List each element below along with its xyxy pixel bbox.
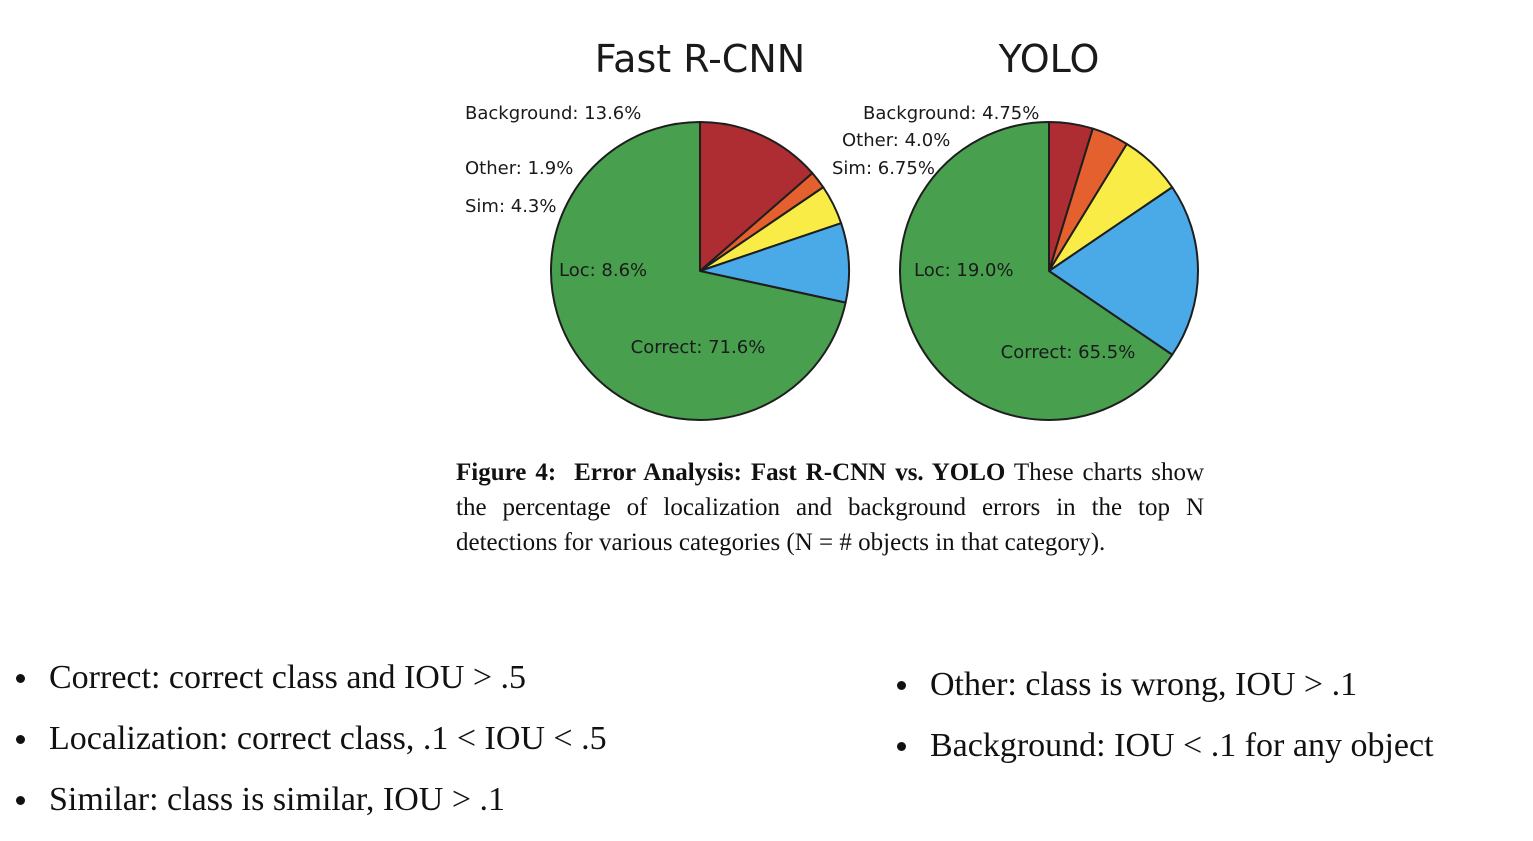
slice-label-loc: Loc: 8.6% xyxy=(559,260,647,281)
bullet-background: Background: IOU < .1 for any object xyxy=(896,726,1434,787)
slice-label-background: Background: 13.6% xyxy=(465,103,641,124)
slice-label-other: Other: 4.0% xyxy=(842,130,950,151)
slice-label-sim: Sim: 6.75% xyxy=(832,158,935,179)
figure: Fast R-CNN Correct: 71.6% Loc: 8.6% Sim: 4.… xyxy=(465,37,1200,421)
pie-fast-r-cnn: Fast R-CNN Correct: 71.6% Loc: 8.6% Sim: 4.… xyxy=(465,37,850,421)
pie-yolo: YOLO Correct: 65.5% Loc: 19.0% Sim: 6.75% Ot… xyxy=(832,37,1200,421)
chart-title: YOLO xyxy=(998,37,1100,81)
pie-charts: Fast R-CNN Correct: 71.6% Loc: 8.6% Sim: 4.… xyxy=(465,37,1200,421)
bullet-correct: Correct: correct class and IOU > .5 xyxy=(15,658,607,719)
bullet-list-right: Other: class is wrong, IOU > .1 Backgrou… xyxy=(896,665,1434,787)
slice-label-loc: Loc: 19.0% xyxy=(914,260,1014,281)
bullet-similar: Similar: class is similar, IOU > .1 xyxy=(15,780,607,841)
slice-label-sim: Sim: 4.3% xyxy=(465,196,556,217)
pie-slice-background xyxy=(699,121,814,272)
pie-slice-correct xyxy=(549,121,847,421)
chart-title: Fast R-CNN xyxy=(595,37,805,81)
bullet-localization: Localization: correct class, .1 < IOU < … xyxy=(15,719,607,780)
caption-text: These charts show the percentage of loca… xyxy=(456,459,1205,556)
slice-label-other: Other: 1.9% xyxy=(465,158,573,179)
slice-label-correct: Correct: 65.5% xyxy=(1001,342,1136,363)
caption-label: Figure 4: xyxy=(456,459,557,486)
figure-caption: Figure 4: Error Analysis: Fast R-CNN vs.… xyxy=(456,455,1204,560)
bullet-list-left: Correct: correct class and IOU > .5 Loca… xyxy=(15,658,607,841)
pie-slice-correct xyxy=(899,121,1174,421)
bullet-other: Other: class is wrong, IOU > .1 xyxy=(896,665,1434,726)
slice-label-correct: Correct: 71.6% xyxy=(631,337,766,358)
slice-label-background: Background: 4.75% xyxy=(863,103,1039,124)
caption-title: Error Analysis: Fast R-CNN vs. YOLO xyxy=(574,459,1006,486)
pie-slice-loc xyxy=(1048,186,1200,356)
